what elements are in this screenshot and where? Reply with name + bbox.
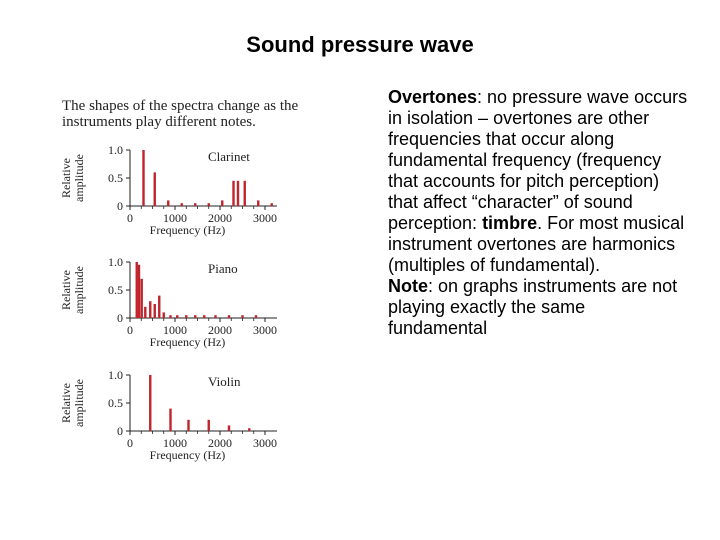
clarinet-xlabel: Frequency (Hz) [150,223,226,237]
piano-bar [169,315,172,318]
clarinet-bar [142,150,145,206]
piano-xtick-label: 0 [127,323,133,337]
clarinet-ylabel-line: amplitude [72,154,86,202]
violin-ytick-label: 0 [117,424,123,438]
note-paragraph: Note: on graphs instruments are not play… [388,276,688,339]
clarinet-bar [153,172,156,206]
violin-xtick-label: 2000 [208,436,232,450]
piano-bar [137,264,141,318]
clarinet-xtick-label: 1000 [163,211,187,225]
piano-bar [241,315,244,318]
piano-xtick-label: 2000 [208,323,232,337]
piano-ytick-label: 0 [117,311,123,325]
piano-bar [176,315,179,318]
clarinet-xtick-label: 2000 [208,211,232,225]
overtones-term: Overtones [388,87,478,107]
violin-xtick-label: 3000 [253,436,277,450]
piano-bar [135,262,138,318]
piano-bar [203,315,206,318]
violin-bar [169,408,172,431]
note-term: Note [388,276,428,296]
overtones-tail: . For most musical instrument overtones … [388,213,685,275]
clarinet-xtick-label: 3000 [253,211,277,225]
piano-ylabel: Relativeamplitude [59,266,86,314]
piano-instrument-label: Piano [208,261,238,276]
piano-bar [158,295,161,318]
clarinet-ytick-label: 0 [117,199,123,213]
clarinet-bar [270,203,273,206]
piano-bar [144,306,147,318]
violin-ytick-label: 0.5 [108,396,123,410]
violin-bar [187,419,190,431]
clarinet-ylabel-line: Relative [59,158,73,198]
overtones-body: : no pressure wave occurs in isolation –… [388,87,688,233]
piano-bar [214,315,217,318]
piano-xtick-label: 1000 [163,323,187,337]
piano-bar [254,315,258,318]
clarinet-bar [207,203,210,206]
note-body: : on graphs instruments are not playing … [388,276,678,338]
piano-bar [149,301,152,318]
piano-bar [140,278,143,318]
clarinet-bar [180,203,183,206]
violin-bar [149,375,152,431]
clarinet-bar [236,180,240,206]
violin-xtick-label: 1000 [163,436,187,450]
clarinet-ylabel: Relativeamplitude [59,154,86,202]
violin-ylabel-line: Relative [59,383,73,423]
violin-ytick-label: 1.0 [108,368,123,382]
figure-caption: The shapes of the spectra change as the … [62,98,299,130]
spectra-figure: The shapes of the spectra change as the … [56,92,306,472]
piano-xlabel: Frequency (Hz) [150,335,226,349]
violin-xlabel: Frequency (Hz) [150,448,226,462]
clarinet-bar [194,203,197,206]
violin-ylabel-line: amplitude [72,379,86,427]
slide-title: Sound pressure wave [246,32,474,57]
clarinet-bar [243,180,246,206]
piano-bar [153,304,156,318]
clarinet-bar [221,200,224,206]
piano-ytick-label: 0.5 [108,283,123,297]
clarinet-bar [167,200,170,206]
piano-ytick-label: 1.0 [108,255,123,269]
timbre-term: timbre [482,213,538,233]
piano-bar [185,315,188,318]
explanation-text: Overtones: no pressure wave occurs in is… [388,87,688,339]
violin-xtick-label: 0 [127,436,133,450]
clarinet-ytick-label: 0.5 [108,171,123,185]
clarinet-ytick-label: 1.0 [108,143,123,157]
clarinet-xtick-label: 0 [127,211,133,225]
clarinet-bar [257,200,260,206]
piano-xtick-label: 3000 [253,323,277,337]
piano-bar [194,315,197,318]
clarinet-instrument-label: Clarinet [208,149,250,164]
violin-bar [227,425,231,431]
violin-instrument-label: Violin [208,374,241,389]
overtones-paragraph: Overtones: no pressure wave occurs in is… [388,87,688,276]
clarinet-bar [232,180,235,206]
piano-bar [227,315,231,318]
violin-bar [248,428,251,431]
piano-bar [162,312,165,318]
piano-ylabel-line: amplitude [72,266,86,314]
violin-bar [207,419,210,431]
piano-ylabel-line: Relative [59,270,73,310]
violin-ylabel: Relativeamplitude [59,379,86,427]
